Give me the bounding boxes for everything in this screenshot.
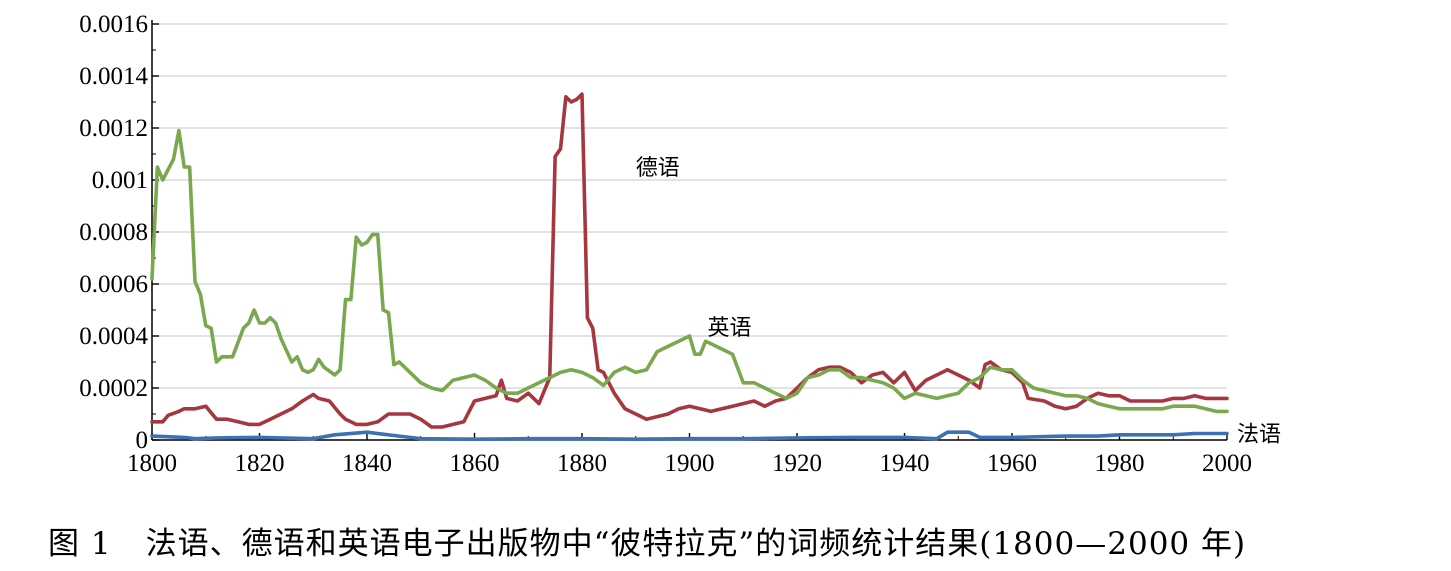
series-label: 英语 <box>707 316 751 341</box>
y-tick-label: 0.0006 <box>79 271 148 298</box>
x-tick-label: 1820 <box>235 450 285 477</box>
x-tick-label: 2000 <box>1202 450 1252 477</box>
y-tick-label: 0.0008 <box>79 219 148 246</box>
y-tick-label: 0.0004 <box>79 323 148 350</box>
figure-number: 图 1 <box>48 526 112 562</box>
series-label: 法语 <box>1237 423 1281 448</box>
x-tick-label: 1880 <box>557 450 607 477</box>
axes <box>151 20 1227 441</box>
series-line <box>150 128 1229 414</box>
x-axis-ticks: 1800 1820 1840 1860 1880 1900 1920 1940 1960 1980… <box>127 433 1252 477</box>
series-label: 德语 <box>636 156 680 181</box>
series-line <box>150 430 1229 442</box>
y-tick-label: 0.0002 <box>79 375 148 402</box>
gridlines <box>152 23 1227 389</box>
x-tick-label: 1960 <box>987 450 1037 477</box>
x-tick-label: 1800 <box>127 450 177 477</box>
x-tick-label: 1840 <box>342 450 392 477</box>
y-tick-label: 0.001 <box>92 167 148 194</box>
y-tick-label: 0 <box>136 427 149 454</box>
series-lines <box>150 92 1229 442</box>
figure-caption: 图 1 法语、德语和英语电子出版物中“彼特拉克”的词频统计结果(1800—2000… <box>48 518 1246 563</box>
x-tick-label: 1980 <box>1095 450 1145 477</box>
y-tick-label: 0.0014 <box>79 63 148 90</box>
y-axis-ticks: 0 0.0002 0.0004 0.0006 0.0008 0.001 0.0012 0.00… <box>79 11 159 454</box>
y-tick-label: 0.0012 <box>79 115 148 142</box>
figure-caption-text: 法语、德语和英语电子出版物中“彼特拉克”的词频统计结果(1800—2000 年) <box>145 526 1247 562</box>
series-line <box>150 92 1229 429</box>
x-tick-label: 1860 <box>450 450 500 477</box>
x-tick-label: 1920 <box>772 450 822 477</box>
y-tick-label: 0.0016 <box>79 11 148 38</box>
x-tick-label: 1940 <box>880 450 930 477</box>
line-chart: 1800 1820 1840 1860 1880 1900 1920 1940 1960 1980… <box>79 11 1281 477</box>
x-tick-label: 1900 <box>665 450 715 477</box>
